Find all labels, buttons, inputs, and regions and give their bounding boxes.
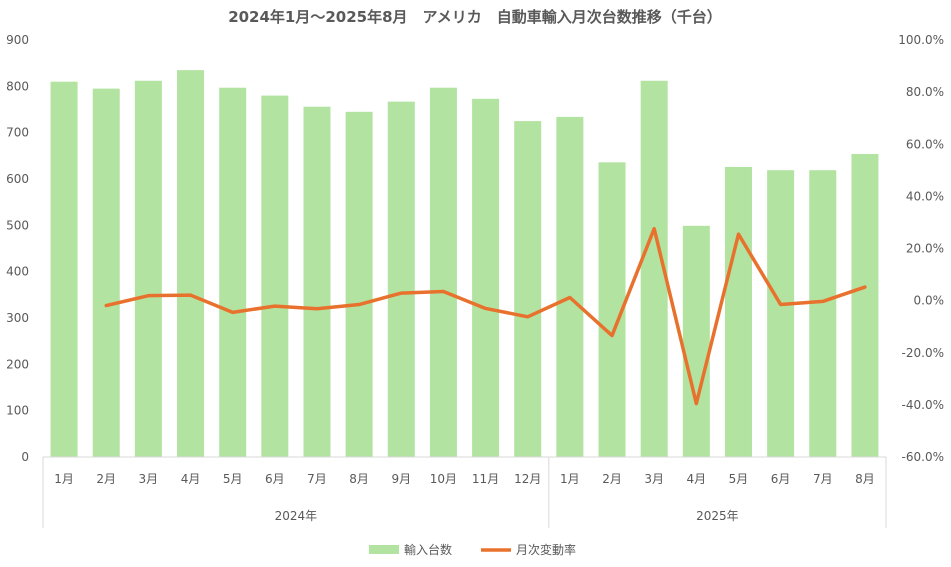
legend-label-line: 月次変動率 bbox=[516, 542, 576, 557]
x-axis: 1月 2月 3月 4月 5月 6月 7月 8月 9月 10月 11月 12月 1月 2月 3月 4月 5月 6月 7… bbox=[42, 456, 887, 528]
right-axis-tick: -60.0% bbox=[902, 450, 944, 464]
left-axis-tick: 200 bbox=[6, 357, 29, 371]
bar bbox=[851, 153, 879, 458]
x-tick-label: 1月 bbox=[54, 472, 74, 486]
bar bbox=[724, 166, 752, 457]
right-axis-tick: 60.0% bbox=[906, 137, 944, 151]
chart-title: 2024年1月～2025年8月 アメリカ 自動車輸入月次台数推移（千台） bbox=[228, 8, 722, 26]
left-axis-tick: 800 bbox=[6, 79, 29, 93]
bar bbox=[429, 87, 457, 458]
group-label: 2024年 bbox=[275, 509, 318, 523]
left-axis-tick: 700 bbox=[6, 126, 29, 140]
bar bbox=[50, 81, 78, 457]
x-tick-label: 10月 bbox=[430, 472, 457, 486]
left-axis-tick: 400 bbox=[6, 265, 29, 279]
x-tick-label: 6月 bbox=[771, 472, 791, 486]
bar bbox=[809, 170, 837, 458]
x-tick-label: 6月 bbox=[265, 472, 285, 486]
x-tick-label: 3月 bbox=[139, 472, 159, 486]
left-axis: 0 100 200 300 400 500 600 700 800 900 bbox=[6, 33, 29, 464]
bar bbox=[261, 95, 289, 457]
x-tick-label: 4月 bbox=[687, 472, 707, 486]
x-tick-label: 7月 bbox=[307, 472, 327, 486]
x-tick-label: 8月 bbox=[855, 472, 875, 486]
right-axis-tick: -40.0% bbox=[902, 398, 944, 412]
group-label: 2025年 bbox=[696, 509, 739, 523]
line-series bbox=[104, 226, 867, 406]
bar bbox=[92, 88, 120, 458]
bar bbox=[345, 111, 373, 458]
right-axis-tick: 0.0% bbox=[914, 294, 945, 308]
x-tick-label: 4月 bbox=[181, 472, 201, 486]
bar bbox=[767, 170, 795, 458]
x-tick-label: 7月 bbox=[813, 472, 833, 486]
x-tick-label: 1月 bbox=[560, 472, 580, 486]
x-tick-label: 3月 bbox=[644, 472, 664, 486]
bar bbox=[177, 70, 205, 457]
left-axis-tick: 600 bbox=[6, 172, 29, 186]
x-tick-label: 8月 bbox=[349, 472, 369, 486]
bar bbox=[219, 87, 247, 458]
legend-label-bar: 輸入台数 bbox=[404, 542, 452, 557]
bar bbox=[682, 225, 710, 457]
right-axis-tick: 40.0% bbox=[906, 189, 944, 203]
left-axis-tick: 500 bbox=[6, 218, 29, 232]
right-axis-tick: 20.0% bbox=[906, 242, 944, 256]
left-axis-tick: 300 bbox=[6, 311, 29, 325]
bar bbox=[472, 98, 500, 458]
x-tick-label: 11月 bbox=[472, 472, 499, 486]
bar bbox=[303, 106, 331, 457]
left-axis-tick: 100 bbox=[6, 404, 29, 418]
left-axis-tick: 900 bbox=[6, 33, 29, 47]
legend-swatch-bar bbox=[369, 545, 399, 554]
x-tick-label: 2月 bbox=[96, 472, 116, 486]
x-tick-label: 12月 bbox=[514, 472, 541, 486]
x-tick-label: 5月 bbox=[729, 472, 749, 486]
left-axis-tick: 0 bbox=[21, 450, 29, 464]
x-tick-label: 5月 bbox=[223, 472, 243, 486]
right-axis: -60.0% -40.0% -20.0% 0.0% 20.0% 40.0% 60.0% 80.… bbox=[898, 33, 944, 464]
legend: 輸入台数 月次変動率 bbox=[369, 542, 576, 557]
bar bbox=[134, 80, 162, 458]
bar bbox=[514, 121, 542, 457]
bar-series bbox=[50, 70, 879, 458]
bar bbox=[556, 116, 584, 457]
right-axis-tick: 80.0% bbox=[906, 85, 944, 99]
right-axis-tick: -20.0% bbox=[902, 346, 944, 360]
x-tick-label: 9月 bbox=[391, 472, 411, 486]
right-axis-tick: 100.0% bbox=[898, 33, 944, 47]
x-tick-label: 2月 bbox=[602, 472, 622, 486]
bar bbox=[387, 101, 415, 457]
